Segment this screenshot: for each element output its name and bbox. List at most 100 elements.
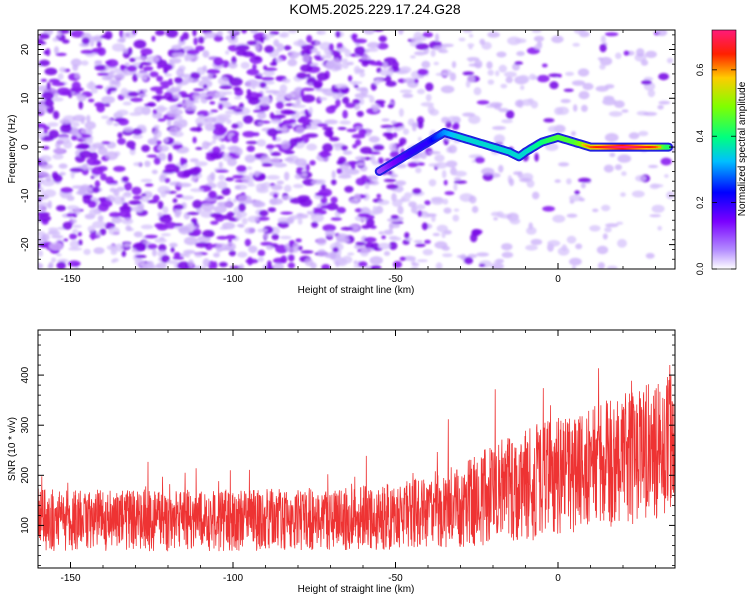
noise-blob: [493, 217, 498, 221]
noise-blob: [97, 215, 104, 222]
noise-blob: [476, 100, 490, 105]
noise-blob: [276, 47, 282, 52]
noise-blob: [641, 80, 652, 85]
noise-blob: [542, 206, 555, 212]
noise-blob: [161, 254, 170, 263]
noise-blob: [173, 223, 184, 227]
noise-blob: [67, 260, 81, 267]
noise-blob: [174, 204, 184, 210]
noise-blob: [177, 42, 182, 49]
noise-blob: [489, 102, 503, 107]
noise-blob: [270, 184, 283, 191]
noise-blob: [247, 97, 261, 105]
noise-blob: [213, 205, 227, 214]
noise-blob: [288, 30, 298, 34]
colorbar: [711, 29, 737, 270]
noise-blob: [132, 134, 143, 139]
noise-blob: [349, 81, 363, 85]
x-tick-label: -100: [223, 573, 243, 584]
noise-blob: [578, 197, 585, 202]
noise-blob: [557, 247, 570, 256]
noise-blob: [415, 167, 422, 174]
noise-blob: [305, 163, 310, 172]
noise-blob: [451, 61, 457, 69]
noise-blob: [660, 157, 672, 166]
noise-blob: [417, 121, 424, 129]
noise-blob: [402, 128, 410, 135]
noise-blob: [233, 86, 242, 91]
noise-blob: [157, 118, 166, 122]
noise-blob: [398, 108, 404, 117]
noise-blob: [293, 183, 304, 189]
noise-blob: [299, 199, 307, 203]
noise-blob: [354, 126, 364, 130]
noise-blob: [139, 61, 152, 66]
noise-blob: [520, 85, 525, 91]
noise-blob: [490, 263, 504, 269]
noise-blob: [221, 247, 235, 251]
noise-blob: [415, 243, 426, 248]
noise-blob: [359, 98, 365, 105]
noise-blob: [106, 118, 114, 126]
noise-blob: [242, 175, 250, 184]
noise-blob: [157, 144, 170, 152]
noise-blob: [422, 249, 433, 256]
noise-blob: [374, 99, 386, 105]
noise-blob: [353, 260, 358, 265]
noise-blob: [335, 233, 349, 242]
noise-blob: [604, 133, 619, 142]
noise-blob: [192, 104, 197, 112]
noise-blob: [643, 111, 658, 116]
noise-blob: [169, 58, 182, 64]
noise-blob: [638, 130, 649, 137]
noise-blob: [372, 160, 379, 166]
noise-blob: [325, 60, 335, 69]
noise-blob: [560, 98, 571, 104]
noise-blob: [412, 188, 422, 195]
noise-blob: [635, 175, 647, 182]
noise-blob: [169, 242, 178, 248]
noise-blob: [266, 260, 272, 269]
noise-blob: [147, 139, 157, 145]
noise-blob: [76, 94, 87, 102]
noise-blob: [41, 178, 55, 187]
noise-blob: [246, 88, 252, 96]
noise-blob: [313, 209, 327, 215]
noise-blob: [144, 183, 154, 187]
noise-blob: [258, 210, 269, 217]
noise-blob: [55, 141, 61, 150]
noise-blob: [59, 119, 70, 125]
noise-blob: [176, 103, 183, 108]
noise-blob: [362, 94, 373, 98]
noise-blob: [221, 187, 231, 196]
noise-blob: [403, 77, 417, 84]
noise-blob: [218, 201, 233, 208]
noise-blob: [260, 176, 267, 179]
noise-blob: [270, 151, 282, 157]
noise-blob: [81, 60, 89, 66]
noise-blob: [195, 242, 209, 248]
noise-blob: [156, 224, 168, 231]
colorbar-tick-label: 0.6: [695, 64, 705, 77]
noise-blob: [353, 38, 367, 44]
noise-blob: [78, 100, 84, 110]
noise-blob: [70, 218, 77, 224]
noise-blob: [198, 79, 213, 89]
noise-blob: [434, 241, 448, 249]
noise-blob: [219, 144, 226, 151]
noise-blob: [153, 157, 161, 165]
noise-blob: [297, 52, 302, 56]
noise-blob: [111, 216, 123, 224]
noise-blob: [59, 171, 66, 176]
noise-blob: [388, 235, 399, 240]
noise-blob: [269, 62, 277, 66]
noise-blob: [224, 110, 237, 115]
noise-blob: [216, 30, 223, 37]
colorbar-tick-label: 0.4: [695, 130, 705, 143]
noise-blob: [380, 124, 395, 129]
noise-blob: [120, 196, 125, 202]
noise-blob: [122, 101, 132, 106]
noise-blob: [487, 69, 494, 76]
noise-blob: [113, 189, 120, 197]
noise-blob: [246, 145, 255, 152]
